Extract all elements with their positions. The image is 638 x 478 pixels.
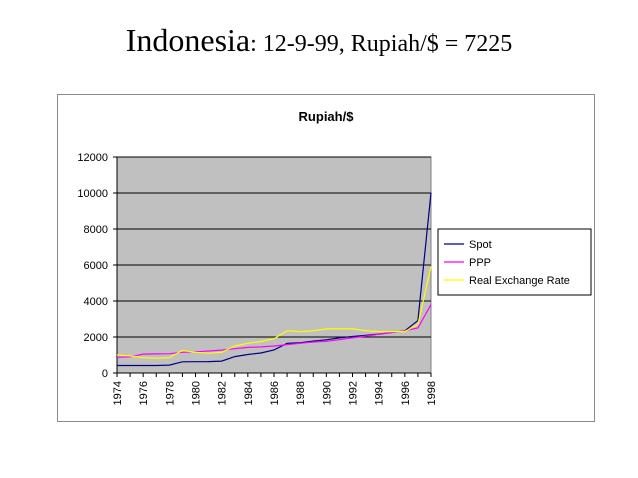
y-tick-label: 12000	[77, 152, 108, 164]
x-tick-label: 1978	[164, 381, 176, 405]
y-tick-label: 4000	[84, 296, 108, 308]
y-tick-label: 8000	[84, 224, 108, 236]
series-line-ppp	[116, 304, 432, 358]
legend-entry: Real Exchange Rate	[469, 275, 570, 287]
x-tick-label: 1976	[138, 381, 150, 405]
x-tick-label: 1994	[374, 381, 386, 405]
x-tick-label: 1996	[400, 381, 412, 405]
x-tick-label: 1992	[348, 381, 360, 405]
x-tick-label: 1986	[269, 381, 281, 405]
y-tick-label: 2000	[84, 332, 108, 344]
x-tick-label: 1982	[217, 381, 229, 405]
slide-title: Indonesia: 12-9-99, Rupiah/$ = 7225	[0, 22, 638, 59]
y-tick-label: 6000	[84, 260, 108, 272]
chart-frame: Rupiah/$ 0 2000 4000 6000 8000 10000 12000 1974 1…	[57, 94, 595, 422]
y-tick-label: 10000	[77, 188, 108, 200]
y-tick-label: 0	[102, 368, 108, 380]
legend-entry: PPP	[469, 257, 491, 269]
x-tick-label: 1988	[295, 381, 307, 405]
x-tick-label: 1990	[321, 381, 333, 405]
slide-title-main: Indonesia	[125, 22, 251, 58]
x-tick-label: 1974	[112, 381, 124, 405]
legend-entry: Spot	[469, 239, 492, 251]
slide-title-subtitle: : 12-9-99, Rupiah/$ = 7225	[250, 31, 513, 57]
line-chart: Rupiah/$ 0 2000 4000 6000 8000 10000 12000 1974 1…	[77, 109, 592, 405]
series-line-real-exchange-rate	[116, 266, 432, 359]
x-tick-label: 1998	[426, 381, 438, 405]
x-tick-label: 1984	[243, 381, 255, 405]
x-tick-label: 1980	[191, 381, 203, 405]
chart-title: Rupiah/$	[299, 109, 355, 124]
